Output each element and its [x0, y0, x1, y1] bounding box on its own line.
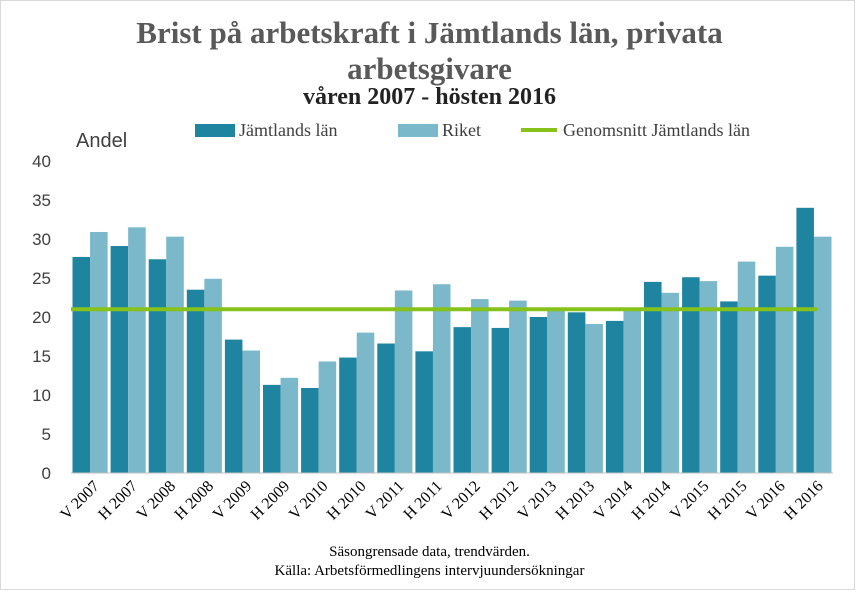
bar-jamtland-7 — [339, 357, 357, 473]
x-tick-label-12: V 2013 — [515, 478, 560, 523]
x-tick-label-17: H 2015 — [705, 478, 751, 524]
y-tick-label-4: 20 — [32, 308, 51, 327]
legend-item-jamtland: Jämtlands län — [195, 119, 337, 141]
bar-riket-4 — [242, 350, 260, 473]
bar-riket-17 — [737, 261, 756, 473]
legend-label-jamtland: Jämtlands län — [239, 119, 338, 140]
x-tick-label-14: V 2014 — [591, 478, 636, 523]
x-tick-label-0: V 2007 — [57, 478, 102, 523]
y-tick-label-8: 40 — [32, 152, 51, 171]
bar-jamtland-3 — [186, 289, 205, 473]
chart-title-line1: Brist på arbetskraft i Jämtlands län, pr… — [136, 15, 723, 50]
chart-title-line2: arbetsgivare — [347, 51, 512, 86]
bar-riket-16 — [699, 281, 718, 473]
x-tick-label-16: V 2015 — [667, 478, 712, 523]
x-tick-label-4: V 2009 — [210, 478, 255, 523]
bar-jamtland-6 — [301, 387, 319, 473]
y-tick-label-1: 5 — [42, 425, 51, 444]
legend-label-average: Genomsnitt Jämtlands län — [563, 119, 750, 140]
bar-jamtland-15 — [644, 281, 662, 473]
x-tick-label-10: V 2012 — [438, 478, 483, 523]
legend-item-average: Genomsnitt Jämtlands län — [521, 119, 750, 141]
x-tick-label-5: H 2009 — [248, 478, 294, 524]
x-tick-label-2: V 2008 — [134, 478, 179, 523]
bar-jamtland-5 — [263, 384, 281, 473]
bar-jamtland-8 — [377, 343, 395, 473]
x-tick-label-9: H 2011 — [401, 478, 446, 523]
y-tick-label-3: 15 — [32, 347, 51, 366]
bar-riket-15 — [661, 292, 680, 473]
x-tick-label-15: H 2014 — [629, 478, 675, 524]
bar-riket-6 — [318, 361, 337, 473]
bar-jamtland-17 — [720, 301, 738, 473]
y-tick-label-2: 10 — [32, 386, 51, 405]
x-tick-label-11: H 2012 — [476, 478, 522, 524]
x-tick-label-19: H 2016 — [781, 478, 827, 524]
bar-riket-9 — [432, 284, 451, 473]
legend-line-average — [521, 128, 557, 132]
bar-jamtland-9 — [415, 351, 433, 473]
x-tick-label-8: V 2011 — [363, 478, 408, 523]
bar-riket-3 — [204, 278, 222, 473]
x-tick-label-6: V 2010 — [286, 478, 331, 523]
bar-riket-19 — [813, 236, 832, 473]
chart-subtitle: våren 2007 - hösten 2016 — [303, 84, 556, 110]
bar-jamtland-19 — [796, 207, 814, 474]
bar-riket-1 — [128, 227, 146, 473]
bar-jamtland-4 — [224, 339, 243, 473]
bar-riket-18 — [775, 246, 794, 473]
bar-riket-5 — [280, 377, 299, 473]
bar-jamtland-10 — [453, 327, 472, 473]
y-tick-label-6: 30 — [32, 230, 51, 249]
bar-jamtland-2 — [148, 259, 167, 473]
y-axis-label: Andel — [76, 130, 128, 152]
x-tick-label-13: H 2013 — [553, 478, 599, 524]
legend-item-riket: Riket — [398, 119, 481, 141]
y-tick-label-5: 25 — [32, 269, 51, 288]
legend-label-riket: Riket — [442, 119, 481, 140]
bar-jamtland-13 — [567, 312, 586, 473]
bar-riket-8 — [394, 290, 413, 473]
bar-riket-10 — [471, 299, 489, 473]
bar-jamtland-0 — [72, 256, 91, 473]
bar-riket-12 — [547, 309, 565, 473]
legend-swatch-riket — [398, 123, 438, 137]
bar-jamtland-12 — [529, 317, 548, 473]
bar-riket-2 — [166, 236, 184, 473]
bar-riket-7 — [356, 332, 375, 473]
x-tick-label-3: H 2008 — [172, 478, 218, 524]
x-tick-label-18: V 2016 — [743, 478, 788, 523]
x-tick-label-7: H 2010 — [324, 478, 370, 524]
bar-jamtland-18 — [758, 275, 776, 473]
bar-jamtland-1 — [110, 246, 129, 473]
bar-jamtland-14 — [605, 320, 624, 473]
footer-note: Säsongrensade data, trendvärden. — [329, 544, 530, 560]
bar-riket-13 — [585, 324, 603, 473]
bar-riket-14 — [623, 309, 641, 473]
y-tick-label-0: 0 — [42, 464, 51, 483]
y-tick-label-7: 35 — [32, 191, 51, 210]
x-tick-label-1: H 2007 — [95, 478, 141, 524]
footer-source: Källa: Arbetsförmedlingens intervjuunder… — [274, 563, 585, 579]
bar-jamtland-11 — [491, 327, 510, 473]
legend-swatch-jamtland — [195, 123, 235, 137]
bar-riket-11 — [509, 300, 527, 473]
bar-riket-0 — [90, 231, 108, 473]
bar-jamtland-16 — [682, 277, 700, 473]
